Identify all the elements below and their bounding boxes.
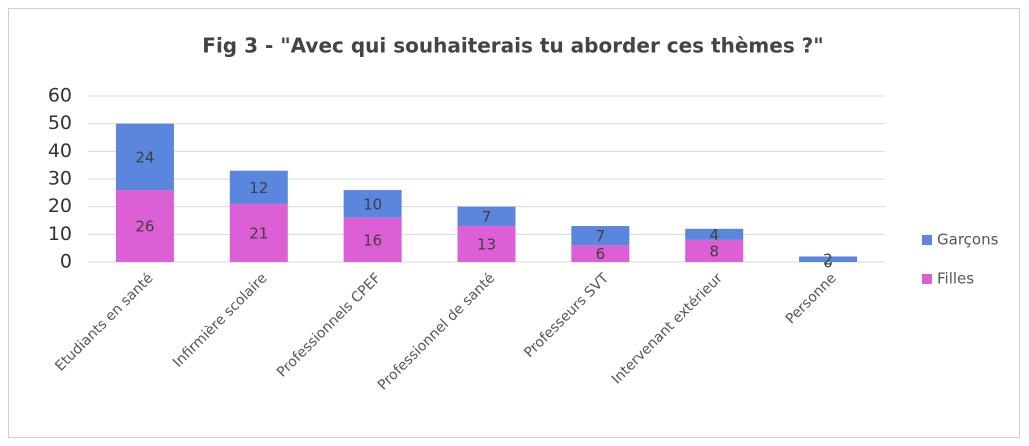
y-tick-label: 50	[48, 112, 72, 134]
data-label: 26	[135, 218, 154, 236]
legend-label: Garçons	[937, 231, 999, 249]
bar-segment	[343, 217, 402, 262]
bar-segment	[343, 190, 402, 218]
bar-segment	[457, 226, 516, 262]
data-label: 16	[363, 231, 382, 249]
data-label: 10	[363, 195, 382, 213]
data-label: 6	[596, 245, 606, 263]
data-label: 12	[249, 179, 268, 197]
bar-segment	[115, 190, 174, 262]
y-tick-label: 10	[48, 223, 72, 245]
data-label: 24	[135, 148, 154, 166]
bar-segment	[229, 203, 288, 262]
legend-swatch	[922, 235, 932, 245]
bar-segment	[685, 239, 744, 262]
bar-segment	[799, 256, 858, 262]
data-label: 7	[596, 227, 606, 245]
bar-segment	[115, 123, 174, 191]
y-tick-label: 30	[48, 168, 72, 190]
bar-segment	[229, 170, 288, 204]
y-tick-label: 60	[48, 85, 72, 107]
data-label: 13	[477, 236, 496, 254]
y-tick-label: 20	[48, 195, 72, 217]
bar-segment	[457, 206, 516, 227]
y-tick-label: 40	[48, 140, 72, 162]
chart-title: Fig 3 - "Avec qui souhaiterais tu aborde…	[202, 34, 823, 58]
legend-swatch	[922, 274, 932, 284]
bar-segment	[685, 228, 744, 240]
data-label: 4	[709, 226, 719, 244]
bar-segment	[571, 245, 630, 262]
data-label: 0	[823, 254, 833, 272]
data-label: 21	[249, 224, 268, 242]
data-label: 7	[482, 208, 492, 226]
data-label: 8	[709, 242, 719, 260]
bar-segment	[571, 226, 630, 246]
legend-label: Filles	[937, 270, 974, 288]
data-label: 2	[823, 251, 833, 269]
y-tick-label: 0	[60, 251, 72, 273]
